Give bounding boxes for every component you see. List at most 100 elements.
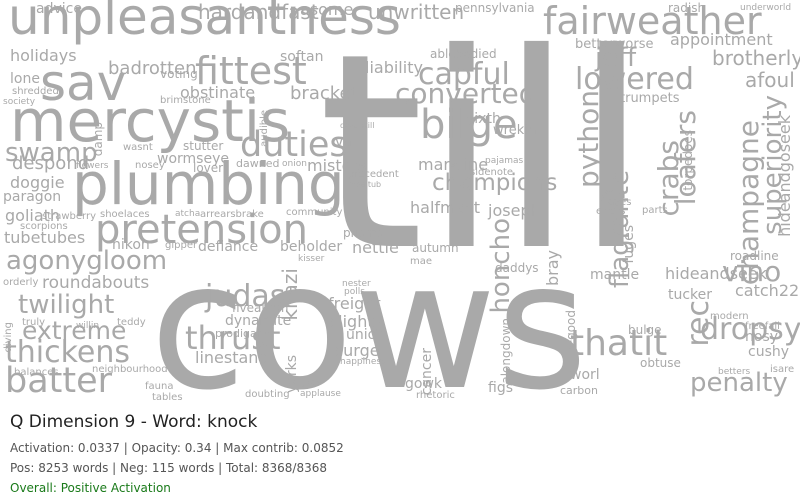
cloud-word: beholder xyxy=(280,239,343,255)
cloud-word: swamp xyxy=(5,138,98,168)
cloud-word: parts xyxy=(642,205,668,216)
cloud-word: damp xyxy=(91,122,105,157)
cloud-word: arrearsbrake xyxy=(200,209,264,220)
cloud-word: appointment xyxy=(670,30,773,49)
cloud-word: misters xyxy=(307,156,367,175)
cloud-word: nikon xyxy=(112,237,150,253)
cloud-word: liability xyxy=(365,58,423,77)
cloud-word: cancer xyxy=(419,348,435,396)
cloud-word: thrust xyxy=(185,319,281,357)
cloud-word: neighbourhood xyxy=(92,364,168,375)
cloud-word: bracket xyxy=(290,83,358,104)
cloud-word: pennsylvania xyxy=(455,1,535,15)
cloud-word: shoelaces xyxy=(100,209,150,220)
cloud-word: modern xyxy=(710,311,749,322)
cloud-word: vain xyxy=(335,134,365,150)
cloud-word: errors xyxy=(596,206,626,217)
cloud-word: bulge xyxy=(628,323,662,337)
cloud-word: yorks xyxy=(284,355,300,394)
cloud-word: community xyxy=(286,207,343,218)
cloud-word: khazi xyxy=(278,268,302,321)
word-count-stats: Pos: 8253 words | Neg: 115 words | Total… xyxy=(10,461,328,475)
cloud-word: yen xyxy=(600,186,626,202)
cloud-word: linestand xyxy=(195,348,269,367)
cloud-word: rec xyxy=(681,300,716,347)
cloud-word: diving xyxy=(3,322,14,353)
cloud-word: applause xyxy=(300,389,341,399)
cloud-word: bray xyxy=(543,250,562,287)
cloud-word: worl xyxy=(570,367,600,383)
cloud-word: precedent xyxy=(348,169,399,180)
cloud-word: champions xyxy=(432,170,558,196)
cloud-word: holidays xyxy=(10,46,77,65)
cloud-word: catch22 xyxy=(735,281,800,300)
dimension-title: Q Dimension 9 - Word: knock xyxy=(10,412,258,432)
cloud-word: ablebodied xyxy=(430,47,497,61)
cloud-word: teddy xyxy=(117,317,146,328)
cloud-word: fuges xyxy=(621,225,637,264)
cloud-word: mae xyxy=(410,256,433,267)
cloud-word: strawberry xyxy=(42,211,97,222)
cloud-word: advice xyxy=(36,1,82,17)
overall-activation: Overall: Positive Activation xyxy=(10,481,171,495)
cloud-word: batter xyxy=(5,361,113,401)
cloud-word: fairweather xyxy=(543,0,762,43)
cloud-word: softan xyxy=(280,49,324,65)
cloud-word: cushy xyxy=(748,344,790,360)
cloud-word: stutter xyxy=(183,139,224,153)
cloud-word: union xyxy=(346,327,386,343)
cloud-word: atcha xyxy=(175,209,201,219)
cloud-word: betters xyxy=(718,367,751,377)
cloud-word: unwritten xyxy=(368,0,465,24)
cloud-word: sidenote xyxy=(470,167,514,178)
cloud-word: fivealarm xyxy=(232,301,289,315)
cloud-word: torpedoes xyxy=(681,130,695,191)
cloud-word: unpleasantness xyxy=(8,0,401,46)
cloud-word: pajamas xyxy=(485,156,524,166)
cloud-word: converted xyxy=(395,77,537,110)
cloud-word: dawned xyxy=(236,157,280,170)
word-cloud: till cows unpleasantness plumbing mercystis f… xyxy=(3,0,800,405)
cloud-word: ayes xyxy=(608,197,632,208)
cloud-word: penalty xyxy=(690,368,788,398)
cloud-word: roadline xyxy=(730,249,779,263)
cloud-word: gowk xyxy=(405,376,443,392)
cloud-word: freight xyxy=(328,294,381,313)
cloud-word: brimstone xyxy=(160,95,211,106)
cloud-word: wormseye xyxy=(157,151,229,167)
cloud-word: bilge xyxy=(420,102,518,148)
cloud-word: alongdown xyxy=(499,318,513,384)
cloud-word: fauna xyxy=(145,381,174,392)
cloud-word: jeff xyxy=(595,43,637,73)
cloud-word: betterworse xyxy=(575,37,654,52)
cloud-word: carbon xyxy=(560,384,598,397)
cloud-word: nettle xyxy=(352,238,399,257)
cloud-word: duties xyxy=(240,125,348,165)
cloud-word: freefall xyxy=(745,321,780,332)
cloud-word: lowered xyxy=(575,62,694,97)
cloud-word: markline xyxy=(418,155,489,174)
cloud-word: judas xyxy=(205,279,286,314)
cloud-word: doubting xyxy=(245,389,290,400)
cloud-word: hardandfast xyxy=(198,0,319,24)
cloud-word: thickens xyxy=(5,335,131,370)
cloud-word: obtuse xyxy=(640,356,681,370)
cloud-word: halfmast xyxy=(410,198,481,217)
cloud-word: paragon xyxy=(3,189,62,205)
cloud-word: nosy xyxy=(745,329,779,345)
cloud-word: dynamite xyxy=(225,313,292,329)
cloud-word: rhetoric xyxy=(416,390,455,401)
cloud-word: gipper xyxy=(165,240,198,251)
cloud-word: defiance xyxy=(198,239,259,255)
cloud-word: pretension xyxy=(95,207,308,253)
cloud-word: blighty xyxy=(328,312,384,331)
cloud-word: afoul xyxy=(745,68,795,92)
cloud-word: willin xyxy=(76,321,100,331)
cloud-word: dropsy xyxy=(700,312,800,347)
cloud-word: thatit xyxy=(570,323,668,364)
cloud-word: twilight xyxy=(18,290,115,320)
cloud-word: despond xyxy=(12,153,90,174)
cloud-word: kisser xyxy=(298,254,325,264)
cloud-word: tucker xyxy=(668,287,713,303)
cloud-word: joes xyxy=(302,378,321,388)
